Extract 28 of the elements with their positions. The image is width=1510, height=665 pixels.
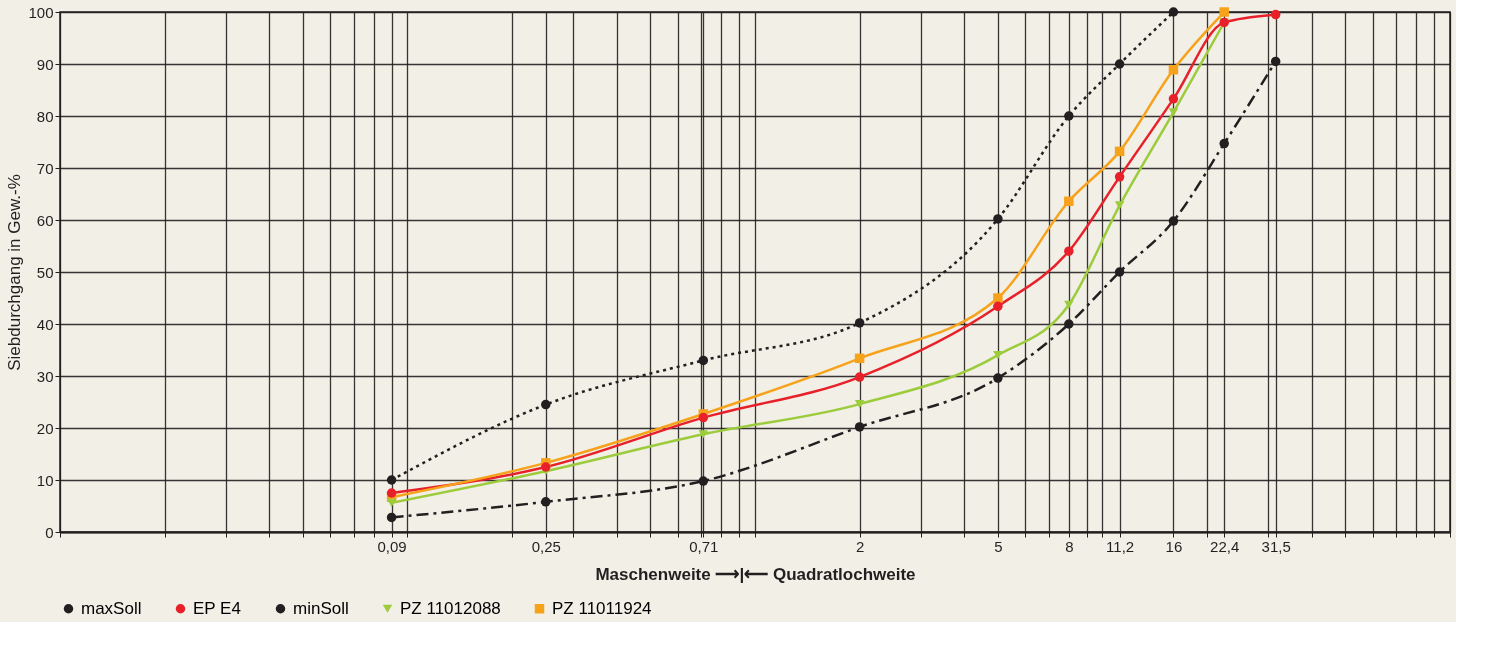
y-tick-label: 10 [36,471,54,489]
x-tick-label: 31,5 [1261,537,1291,555]
y-tick-label: 100 [28,3,54,21]
y-tick-label: 40 [36,315,54,333]
x-tick-label: 0,09 [377,537,407,555]
y-tick-label: 30 [36,367,54,385]
y-tick-label: 80 [36,107,54,125]
y-tick-label: 90 [36,55,54,73]
legend-label: EP E4 [193,598,241,618]
x-tick-label: 5 [994,537,1003,555]
y-tick-label: 20 [36,419,54,437]
legend-label: PZ 11012088 [400,598,501,618]
x-axis-title: Maschenweite ⟶|⟵ Quadratlochweite [595,564,916,584]
y-tick-label: 0 [45,523,54,541]
x-tick-label: 16 [1165,537,1183,555]
x-tick-label: 8 [1065,537,1074,555]
y-tick-label: 50 [36,263,54,281]
legend-label: maxSoll [81,598,142,618]
y-tick-label: 70 [36,159,54,177]
x-tick-label: 11,2 [1106,537,1135,555]
legend-label: PZ 11011924 [552,598,652,618]
y-tick-label: 60 [36,211,54,229]
x-tick-label: 2 [855,537,865,555]
x-tick-label: 0,25 [531,537,561,555]
x-tick-label: 22,4 [1210,537,1240,555]
x-tick-label: 0,71 [689,537,719,555]
y-axis-title: Siebdurchgang in Gew.-% [5,174,25,371]
legend-label: minSoll [293,598,349,618]
